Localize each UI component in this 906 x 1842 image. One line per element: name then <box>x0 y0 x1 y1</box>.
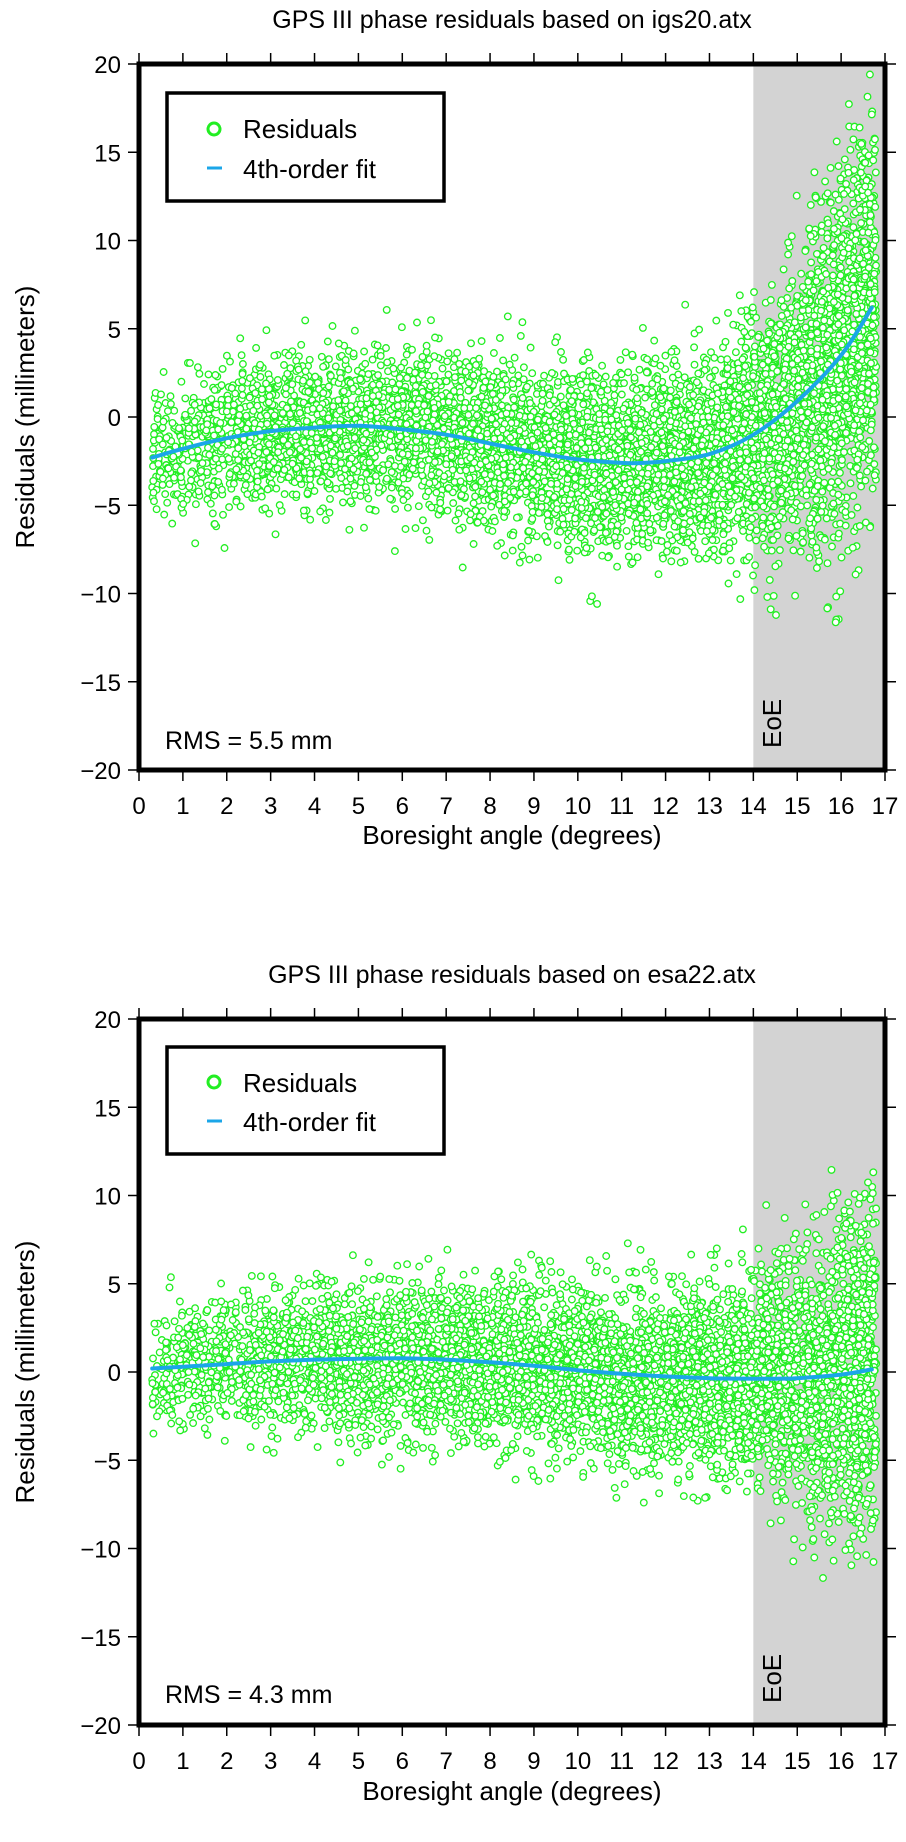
legend-residuals: Residuals <box>243 114 357 144</box>
legend-fit: 4th-order fit <box>243 154 377 184</box>
legend: Residuals 4th-order fit <box>165 91 446 203</box>
x-tick-label: 4 <box>308 793 321 820</box>
x-tick-label: 1 <box>176 1748 189 1775</box>
x-tick-label: 2 <box>220 793 233 820</box>
x-axis: 0 1 2 3 4 5 6 7 8 9 10 11 12 13 14 15 16 17 <box>132 1008 898 1775</box>
x-tick-label: 8 <box>483 793 496 820</box>
x-tick-label: 7 <box>439 1748 452 1775</box>
y-axis-label: Residuals (millimeters) <box>10 286 40 549</box>
x-tick-label: 5 <box>352 1748 365 1775</box>
x-tick-label: 0 <box>132 1748 145 1775</box>
x-tick-label: 10 <box>564 793 591 820</box>
fit-curve <box>150 1356 874 1381</box>
x-tick-label: 14 <box>740 1748 767 1775</box>
x-tick-label: 5 <box>352 793 365 820</box>
x-tick-label: 6 <box>396 1748 409 1775</box>
y-tick-label: −20 <box>80 1713 121 1740</box>
x-tick-label: 9 <box>527 793 540 820</box>
y-tick-label: −5 <box>94 1448 121 1475</box>
x-tick-label: 14 <box>740 793 767 820</box>
fit-line <box>150 1356 874 1381</box>
y-tick-label: −5 <box>94 493 121 520</box>
fit-curve <box>150 305 874 466</box>
plot-title: GPS III phase residuals based on igs20.a… <box>272 6 752 34</box>
y-tick-label: 5 <box>108 1272 121 1299</box>
y-tick-label: 20 <box>94 52 121 79</box>
x-tick-label: 15 <box>784 1748 811 1775</box>
x-tick-label: 2 <box>220 1748 233 1775</box>
rms-annotation: RMS = 4.3 mm <box>165 1681 332 1709</box>
plot-title: GPS III phase residuals based on esa22.a… <box>268 961 756 989</box>
x-tick-label: 3 <box>264 793 277 820</box>
residuals-marker-icon <box>206 1074 222 1090</box>
y-tick-label: 10 <box>94 1184 121 1211</box>
igs20-residuals-plot: GPS III phase residuals based on igs20.a… <box>10 6 898 850</box>
x-tick-label: 12 <box>652 793 679 820</box>
x-tick-label: 10 <box>564 1748 591 1775</box>
residual-points <box>148 1165 881 1582</box>
x-tick-label: 16 <box>828 1748 855 1775</box>
x-tick-label: 3 <box>264 1748 277 1775</box>
x-tick-label: 17 <box>872 1748 899 1775</box>
y-tick-label: −10 <box>80 582 121 609</box>
x-tick-label: 17 <box>872 793 899 820</box>
x-tick-label: 11 <box>609 793 634 820</box>
y-axis: 20 15 10 5 0 −5 −10 −15 −20 <box>80 1007 896 1740</box>
y-tick-label: −20 <box>80 758 121 785</box>
x-tick-label: 16 <box>828 793 855 820</box>
y-tick-label: 15 <box>94 140 121 167</box>
legend-fit: 4th-order fit <box>243 1107 377 1137</box>
x-tick-label: 8 <box>483 1748 496 1775</box>
legend: Residuals 4th-order fit <box>165 1045 446 1156</box>
y-tick-label: −15 <box>80 670 121 697</box>
legend-box <box>165 91 446 203</box>
y-axis: 20 15 10 5 0 −5 −10 −15 −20 <box>80 52 896 785</box>
x-axis: 0 1 2 3 4 5 6 7 8 9 10 11 12 13 14 15 16 17 <box>132 53 898 820</box>
y-axis-label: Residuals (millimeters) <box>10 1241 40 1504</box>
x-tick-label: 6 <box>396 793 409 820</box>
y-tick-label: 20 <box>94 1007 121 1034</box>
legend-box <box>165 1045 446 1156</box>
y-tick-label: −10 <box>80 1537 121 1564</box>
x-tick-label: 15 <box>784 793 811 820</box>
residuals-marker-icon <box>206 121 222 137</box>
eoe-label: EoE <box>757 699 787 748</box>
y-tick-label: 0 <box>108 405 121 432</box>
x-tick-label: 1 <box>176 793 189 820</box>
x-tick-label: 13 <box>696 1748 723 1775</box>
x-tick-label: 9 <box>527 1748 540 1775</box>
eoe-label: EoE <box>757 1654 787 1703</box>
x-tick-label: 11 <box>609 1748 634 1775</box>
x-tick-label: 12 <box>652 1748 679 1775</box>
y-tick-label: 0 <box>108 1360 121 1387</box>
x-tick-label: 13 <box>696 793 723 820</box>
esa22-residuals-plot: GPS III phase residuals based on esa22.a… <box>10 961 898 1806</box>
fit-line <box>150 305 874 466</box>
x-tick-label: 4 <box>308 1748 321 1775</box>
rms-annotation: RMS = 5.5 mm <box>165 727 332 755</box>
y-tick-label: 10 <box>94 229 121 256</box>
y-tick-label: 15 <box>94 1095 121 1122</box>
x-tick-label: 7 <box>439 793 452 820</box>
x-axis-label: Boresight angle (degrees) <box>362 820 661 850</box>
y-tick-label: 5 <box>108 317 121 344</box>
y-tick-label: −15 <box>80 1625 121 1652</box>
x-axis-label: Boresight angle (degrees) <box>362 1776 661 1806</box>
legend-residuals: Residuals <box>243 1068 357 1098</box>
x-tick-label: 0 <box>132 793 145 820</box>
